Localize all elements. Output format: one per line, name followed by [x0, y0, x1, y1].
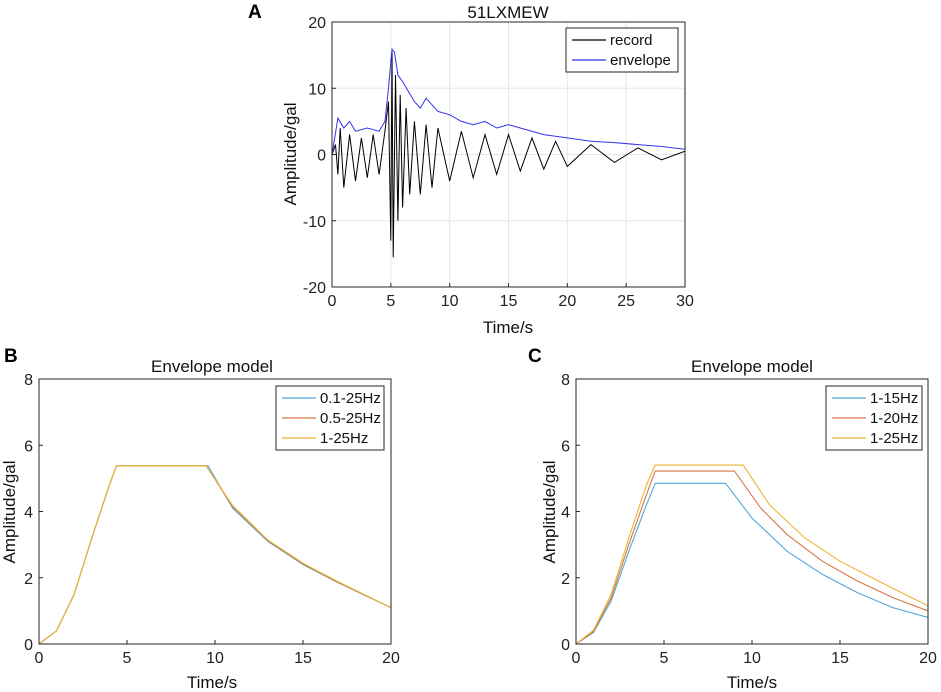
- chart-c-xtick-label-3: 15: [831, 650, 849, 667]
- chart-b-title: Envelope model: [151, 357, 273, 376]
- chart-b-ytick-label-3: 6: [24, 438, 33, 455]
- chart-b-ytick-label-2: 4: [24, 505, 33, 522]
- chart-a-xtick-label-6: 30: [676, 293, 694, 310]
- chart-a-xlabel: Time/s: [483, 318, 533, 337]
- chart-c-xtick-label-4: 20: [919, 650, 937, 667]
- chart-a-xtick-label-5: 25: [617, 293, 635, 310]
- chart-b-xtick-label-3: 15: [294, 650, 312, 667]
- chart-a-title: 51LXMEW: [467, 3, 548, 22]
- chart-c-legend-label-2: 1-25Hz: [870, 430, 918, 447]
- chart-b-xtick-label-1: 5: [123, 650, 132, 667]
- chart-a-xtick-label-1: 5: [386, 293, 395, 310]
- chart-c-series-line-1-25hz: [576, 464, 928, 644]
- chart-c-ytick-label-4: 8: [561, 372, 570, 389]
- chart-c-xtick-label-1: 5: [660, 650, 669, 667]
- chart-b-xtick-label-4: 20: [382, 650, 400, 667]
- chart-c-ytick-label-2: 4: [561, 505, 570, 522]
- chart-c-ytick-label-3: 6: [561, 438, 570, 455]
- chart-panel-c: Envelope model Time/s Amplitude/gal 0 5 10…: [540, 357, 937, 692]
- chart-b-series-line-0-1-25hz: [39, 465, 391, 644]
- chart-c-ylabel: Amplitude/gal: [540, 460, 559, 563]
- chart-a-ytick-label-1: -10: [303, 214, 326, 231]
- chart-b-xtick-label-0: 0: [35, 650, 44, 667]
- chart-b-series-line-1-25hz: [39, 465, 391, 644]
- chart-a-xtick-label-4: 20: [558, 293, 576, 310]
- panel-letter-a: A: [248, 2, 262, 23]
- chart-a-xtick-label-3: 15: [500, 293, 518, 310]
- chart-c-ytick-label-0: 0: [561, 637, 570, 654]
- chart-b-ytick-label-4: 8: [24, 372, 33, 389]
- chart-c-title: Envelope model: [691, 357, 813, 376]
- chart-a-series-line-envelope: [332, 48, 685, 155]
- chart-c-xtick-label-2: 10: [743, 650, 761, 667]
- chart-a-ylabel: Amplitude/gal: [281, 102, 300, 205]
- chart-c-ytick-label-1: 2: [561, 571, 570, 588]
- chart-b-legend-label-0: 0.1-25Hz: [320, 390, 381, 407]
- chart-b-legend-label-1: 0.5-25Hz: [320, 410, 381, 427]
- chart-a-ytick-label-0: -20: [303, 280, 326, 297]
- chart-a-ytick-label-2: 0: [317, 148, 326, 165]
- chart-c-series-line-1-20hz: [576, 470, 928, 644]
- chart-a-legend: [565, 27, 679, 73]
- chart-c-series-line-1-15hz: [576, 482, 928, 644]
- chart-b-ylabel: Amplitude/gal: [0, 460, 19, 563]
- chart-panel-b: Envelope model Time/s Amplitude/gal 0 5 10…: [0, 357, 400, 692]
- chart-c-xtick-label-0: 0: [572, 650, 581, 667]
- chart-a-xtick-label-2: 10: [441, 293, 459, 310]
- panel-letter-c: C: [528, 346, 542, 367]
- chart-a-ytick-label-3: 10: [308, 81, 326, 98]
- chart-c-legend-label-0: 1-15Hz: [870, 390, 918, 407]
- chart-b-series-line-0-5-25hz: [39, 465, 391, 644]
- chart-a-series-line-record: [332, 48, 685, 258]
- panel-letter-b: B: [4, 346, 18, 367]
- chart-b-ytick-label-0: 0: [24, 637, 33, 654]
- chart-b-xlabel: Time/s: [187, 673, 237, 692]
- chart-a-ytick-label-4: 20: [308, 15, 326, 32]
- chart-b-ytick-label-1: 2: [24, 571, 33, 588]
- chart-a-legend-label-1: envelope: [610, 52, 671, 69]
- chart-b-legend-label-2: 1-25Hz: [320, 430, 368, 447]
- chart-c-xlabel: Time/s: [727, 673, 777, 692]
- chart-a-xtick-label-0: 0: [328, 293, 337, 310]
- chart-b-xtick-label-2: 10: [206, 650, 224, 667]
- chart-b-legend: [275, 385, 385, 451]
- chart-c-legend-label-1: 1-20Hz: [870, 410, 918, 427]
- chart-panel-a: 51LXMEW Time/s Amplitude/gal 0 5 10 15 20 25 3…: [281, 3, 694, 337]
- chart-a-legend-label-0: record: [610, 32, 653, 49]
